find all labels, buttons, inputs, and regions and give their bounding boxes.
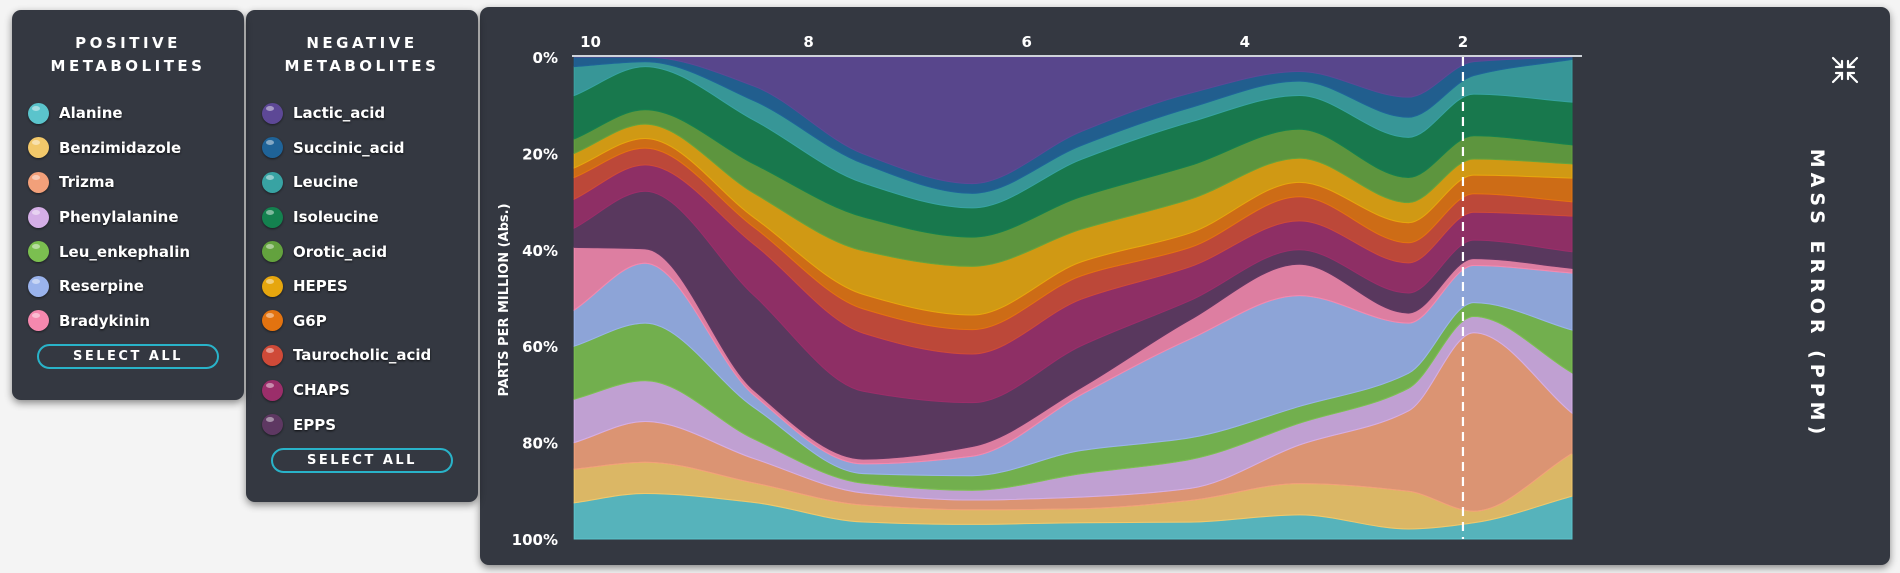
- legend-item-alanine[interactable]: Alanine: [28, 96, 190, 131]
- negative-legend-list: Lactic_acid Succinic_acid Leucine Isoleucin…: [262, 96, 431, 442]
- y-tick-label: 100%: [512, 531, 558, 549]
- legend-dot-icon: [28, 275, 49, 297]
- x-tick-label: 8: [803, 33, 813, 51]
- negative-select-all-button[interactable]: SELECT ALL: [271, 448, 453, 473]
- y-tick-label: 20%: [522, 145, 558, 163]
- legend-dot-icon: [262, 171, 283, 193]
- legend-label: HEPES: [293, 277, 348, 296]
- x-tick-label: 6: [1022, 33, 1032, 51]
- negative-panel-title: NEGATIVE METABOLITES: [246, 32, 478, 78]
- axes: 10 8 6 4 20%20%40%60%80%100%: [512, 33, 1582, 549]
- legend-dot-icon: [262, 206, 283, 228]
- negative-title-line2: METABOLITES: [284, 57, 440, 75]
- legend-label: Bradykinin: [59, 311, 151, 330]
- y-tick-label: 80%: [522, 435, 558, 453]
- legend-item-epps[interactable]: EPPS: [262, 407, 431, 442]
- legend-dot-icon: [262, 414, 283, 436]
- legend-dot-icon: [28, 206, 49, 228]
- legend-item-g6p[interactable]: G6P: [262, 304, 431, 339]
- legend-item-trizma[interactable]: Trizma: [28, 165, 190, 200]
- legend-dot-icon: [28, 171, 49, 193]
- legend-dot-icon: [262, 241, 283, 263]
- legend-dot-icon: [28, 310, 49, 332]
- legend-label: Benzimidazole: [59, 138, 182, 157]
- positive-legend-list: Alanine Benzimidazole Trizma Phenylalanine L…: [28, 96, 190, 338]
- y-axis-label: PARTS PER MILLION (Abs.): [497, 203, 512, 396]
- legend-item-succinic-acid[interactable]: Succinic_acid: [262, 131, 431, 166]
- legend-dot-icon: [262, 275, 283, 297]
- y-tick-label: 0%: [533, 49, 558, 67]
- positive-metabolites-panel: POSITIVE METABOLITES Alanine Benzimidazol…: [12, 10, 244, 400]
- legend-item-isoleucine[interactable]: Isoleucine: [262, 200, 431, 235]
- legend-dot-icon: [262, 344, 283, 366]
- legend-dot-icon: [262, 137, 283, 159]
- legend-label: CHAPS: [293, 381, 350, 400]
- x-tick-label: 4: [1240, 33, 1250, 51]
- legend-item-phenylalanine[interactable]: Phenylalanine: [28, 200, 190, 235]
- positive-panel-title: POSITIVE METABOLITES: [12, 32, 244, 78]
- positive-select-all-button[interactable]: SELECT ALL: [37, 344, 219, 369]
- positive-title-line2: METABOLITES: [50, 57, 206, 75]
- legend-item-chaps[interactable]: CHAPS: [262, 373, 431, 408]
- legend-item-taurocholic-acid[interactable]: Taurocholic_acid: [262, 338, 431, 373]
- y-tick-label: 40%: [522, 242, 558, 260]
- legend-label: Reserpine: [59, 277, 144, 296]
- legend-item-orotic-acid[interactable]: Orotic_acid: [262, 234, 431, 269]
- legend-label: Succinic_acid: [293, 138, 405, 157]
- legend-label: Lactic_acid: [293, 104, 386, 123]
- stream-chart[interactable]: 10 8 6 4 20%20%40%60%80%100% PARTS PER MILLI…: [480, 7, 1890, 565]
- collapse-icon[interactable]: [1829, 54, 1861, 86]
- chart-title: MASS ERROR (PPM): [1806, 149, 1828, 440]
- legend-dot-icon: [28, 102, 49, 124]
- legend-label: Phenylalanine: [59, 208, 179, 227]
- legend-label: Orotic_acid: [293, 242, 388, 261]
- legend-item-leucine[interactable]: Leucine: [262, 165, 431, 200]
- legend-dot-icon: [28, 241, 49, 263]
- x-tick-label: 2: [1458, 33, 1468, 51]
- legend-item-reserpine[interactable]: Reserpine: [28, 269, 190, 304]
- legend-label: EPPS: [293, 415, 337, 434]
- legend-item-leu-enkephalin[interactable]: Leu_enkephalin: [28, 234, 190, 269]
- positive-title-line1: POSITIVE: [75, 34, 181, 52]
- legend-label: Taurocholic_acid: [293, 346, 432, 365]
- legend-label: G6P: [293, 311, 327, 330]
- stream-chart-panel: 10 8 6 4 2 0% 20% 40% 60% 80% 100% PARTS PER MILLI…: [480, 7, 1890, 565]
- legend-item-benzimidazole[interactable]: Benzimidazole: [28, 131, 190, 166]
- legend-label: Trizma: [59, 173, 115, 192]
- y-tick-label: 60%: [522, 338, 558, 356]
- legend-label: Leu_enkephalin: [59, 242, 191, 261]
- legend-label: Isoleucine: [293, 208, 379, 227]
- legend-item-lactic-acid[interactable]: Lactic_acid: [262, 96, 431, 131]
- legend-item-bradykinin[interactable]: Bradykinin: [28, 304, 190, 339]
- stream-layers: [573, 56, 1573, 540]
- legend-dot-icon: [262, 379, 283, 401]
- negative-title-line1: NEGATIVE: [306, 34, 418, 52]
- legend-item-hepes[interactable]: HEPES: [262, 269, 431, 304]
- legend-dot-icon: [262, 102, 283, 124]
- negative-metabolites-panel: NEGATIVE METABOLITES Lactic_acid Succinic…: [246, 10, 478, 502]
- legend-label: Alanine: [59, 104, 123, 123]
- x-tick-label: 10: [580, 33, 601, 51]
- legend-label: Leucine: [293, 173, 359, 192]
- legend-dot-icon: [28, 137, 49, 159]
- legend-dot-icon: [262, 310, 283, 332]
